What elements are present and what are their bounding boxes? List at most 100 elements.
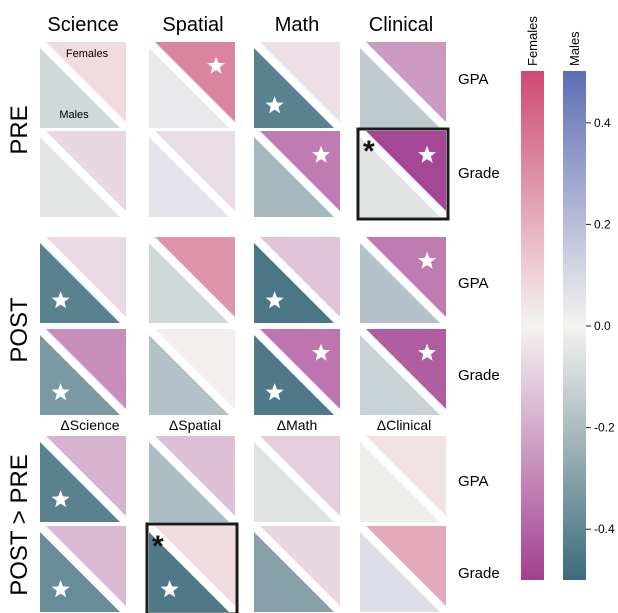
female-significance-star-icon [312,145,331,163]
cell-pre-gpa-math [254,42,340,128]
col-header-clinical: Clinical [369,14,433,36]
female-triangle [366,526,446,606]
female-significance-star-icon [207,56,226,74]
highlight-box [356,127,450,221]
female-significance-star-icon [312,343,331,361]
males-colorbar [563,72,586,580]
female-triangle [46,436,126,516]
cell-pre-grade-spatial [149,131,235,217]
male-significance-star-icon [51,580,70,598]
male-triangle [149,137,229,217]
male-significance-star-icon [265,96,284,114]
cell-post-grade-math [254,329,340,415]
colorbar-tick-label: -0.4 [594,522,615,536]
male-triangle [40,48,120,128]
cell-post-pre-grade-science [40,526,126,612]
highlight-box [145,522,239,613]
cell-legend-males: Males [59,109,89,121]
female-triangle [46,329,126,409]
female-triangle [366,42,446,122]
male-triangle [254,442,334,522]
female-triangle [260,42,340,122]
col-header-spatial: Spatial [162,14,223,36]
cell-pre-gpa-clinical [360,42,446,128]
cell-post-pre-gpa-math [254,436,340,522]
female-triangle [155,131,235,211]
female-triangle [155,526,235,606]
male-triangle [360,532,440,612]
female-triangle [46,526,126,606]
cell-pre-grade-science [40,131,126,217]
cell-post-pre-gpa-clinical [360,436,446,522]
male-significance-star-icon [265,291,284,309]
female-significance-star-icon [418,343,437,361]
male-triangle [360,442,440,522]
col-header-delta-clinical: ΔClinical [377,417,431,433]
female-triangle [260,436,340,516]
col-header-delta-science: ΔScience [60,417,119,433]
females-colorbar [521,72,544,580]
colorbar-tick-label: 0.4 [594,116,611,130]
male-triangle [360,48,440,128]
cell-post-grade-science [40,329,126,415]
female-triangle [46,237,126,317]
row-label-change-gpa: GPA [458,473,489,490]
row-label-pre-grade: Grade [458,165,500,182]
section-label-pre: PRE [6,105,33,154]
male-significance-star-icon [265,383,284,401]
female-significance-star-icon [418,145,437,163]
cell-post-gpa-science [40,237,126,323]
cell-post-gpa-spatial [149,237,235,323]
row-label-post-grade: Grade [458,367,500,384]
cell-legend-females: Females [66,48,109,60]
col-header-math: Math [275,14,319,36]
male-significance-star-icon [51,291,70,309]
cell-pre-gpa-science [40,42,126,128]
row-label-change-grade: Grade [458,565,500,582]
cell-post-gpa-math [254,237,340,323]
colorbar-tick-label: -0.2 [594,421,615,435]
section-label-post-gt-pre: POST > PRE [6,454,33,596]
cell-pre-grade-math [254,131,340,217]
section-label-post: POST [6,297,33,363]
col-header-science: Science [47,14,118,36]
male-triangle [360,243,440,323]
females-colorbar-label: Females [525,16,540,66]
male-significance-star-icon [51,383,70,401]
female-triangle [260,526,340,606]
cell-post-pre-grade-math [254,526,340,612]
cell-post-gpa-clinical [360,237,446,323]
males-colorbar-label: Males [567,31,582,66]
cell-post-grade-spatial [149,329,235,415]
female-triangle [260,237,340,317]
cell-post-pre-gpa-spatial [149,436,235,522]
col-header-delta-spatial: ΔSpatial [169,417,221,433]
male-triangle [254,137,334,217]
cell-post-pre-grade-clinical [360,526,446,612]
female-triangle [46,42,126,122]
female-triangle [46,131,126,211]
male-significance-star-icon [160,580,179,598]
cell-pre-gpa-spatial [149,42,235,128]
row-label-post-gpa: GPA [458,275,489,292]
male-triangle [360,137,440,217]
colorbar-tick-label: 0.2 [594,217,611,231]
cell-post-grade-clinical [360,329,446,415]
colorbar-tick-label: 0.0 [594,319,611,333]
female-triangle [155,237,235,317]
cell-post-pre-grade-spatial: * [145,522,239,613]
male-significance-star-icon [51,490,70,508]
cell-post-pre-gpa-science [40,436,126,522]
male-triangle [149,442,229,522]
female-triangle [155,436,235,516]
male-triangle [254,532,334,612]
male-triangle [149,335,229,415]
asterisk-icon: * [363,135,375,168]
female-triangle [366,436,446,516]
heatmap-cells: ** [40,42,450,613]
female-triangle [155,329,235,409]
asterisk-icon: * [152,530,164,563]
col-header-delta-math: ΔMath [277,417,317,433]
male-triangle [149,243,229,323]
